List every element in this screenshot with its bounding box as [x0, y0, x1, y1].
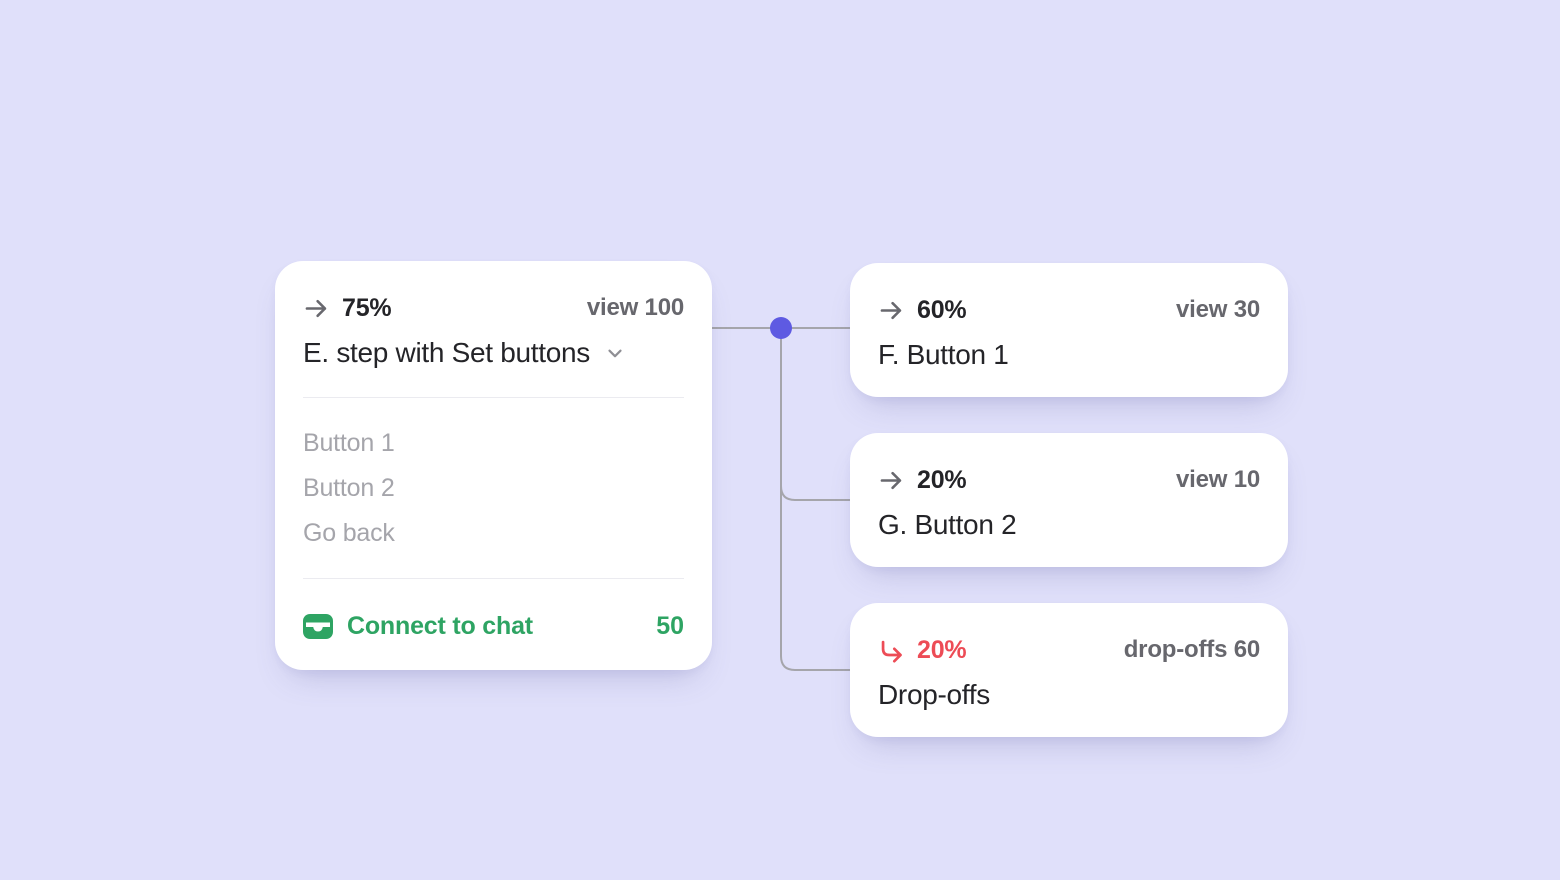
stat-row: 60% view 30: [878, 292, 1260, 328]
connection-dot[interactable]: [770, 317, 792, 339]
node-title: E. step with Set buttons: [303, 337, 590, 368]
view-count-label: view 30: [1176, 296, 1260, 323]
stat-row: 20% view 10: [878, 462, 1260, 498]
arrow-right-icon: [878, 467, 905, 494]
arrow-right-icon: [303, 295, 330, 322]
connector-to-button2: [780, 328, 850, 501]
arrow-bend-down-right-icon: [878, 637, 905, 664]
arrow-right-icon: [878, 297, 905, 324]
stat-row: 20% drop-offs 60: [878, 632, 1260, 668]
title-row: E. step with Set buttons: [303, 334, 684, 372]
title-row: Drop-offs: [878, 676, 1260, 714]
conversion-percent: 20%: [917, 465, 967, 494]
title-row: F. Button 1: [878, 336, 1260, 374]
flow-node-dropoffs[interactable]: 20% drop-offs 60 Drop-offs: [850, 603, 1288, 737]
connect-to-chat-row[interactable]: Connect to chat 50: [303, 604, 684, 648]
node-title: F. Button 1: [878, 339, 1009, 370]
flow-node-button1[interactable]: 60% view 30 F. Button 1: [850, 263, 1288, 397]
flow-node-button2[interactable]: 20% view 10 G. Button 2: [850, 433, 1288, 567]
connect-to-chat-count: 50: [656, 611, 684, 640]
conversion-percent: 75%: [342, 293, 392, 322]
title-row: G. Button 2: [878, 506, 1260, 544]
view-count-label: view 10: [1176, 466, 1260, 493]
reply-button-label[interactable]: Button 1: [303, 429, 395, 457]
stat-row: 75% view 100: [303, 290, 684, 326]
chevron-down-icon[interactable]: [604, 342, 626, 364]
conversion-percent: 60%: [917, 295, 967, 324]
view-count-label: view 100: [586, 294, 684, 321]
divider: [303, 578, 684, 579]
dropoff-count-label: drop-offs 60: [1123, 636, 1260, 663]
node-title: Drop-offs: [878, 679, 990, 710]
divider: [303, 397, 684, 398]
dropoff-percent: 20%: [917, 635, 967, 664]
reply-button-label[interactable]: Button 2: [303, 474, 395, 502]
chat-inbox-icon: [303, 613, 333, 639]
flow-node-source[interactable]: 75% view 100 E. step with Set buttons Bu…: [275, 261, 712, 670]
node-title: G. Button 2: [878, 509, 1017, 540]
connect-to-chat-label: Connect to chat: [347, 611, 533, 640]
reply-button-label[interactable]: Go back: [303, 519, 395, 547]
connector-to-dropoffs: [780, 328, 850, 671]
reply-button-list: Button 1 Button 2 Go back: [303, 421, 684, 556]
